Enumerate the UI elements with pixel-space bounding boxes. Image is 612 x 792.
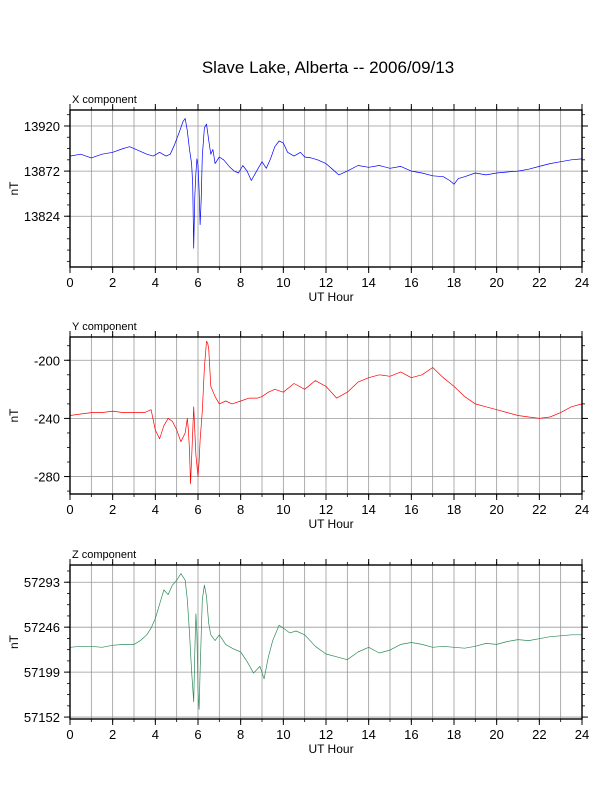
- x-component-xtick-label: 10: [276, 275, 290, 290]
- y-component-ylabel: nT: [7, 408, 21, 423]
- y-component-xtick-label: 2: [109, 502, 116, 517]
- z-component-ytick-label: 57199: [24, 665, 60, 680]
- z-component-ytick-label: 57152: [24, 710, 60, 725]
- y-component-series-line: [69, 341, 583, 485]
- x-component-xtick-label: 22: [532, 275, 546, 290]
- y-component-xlabel: UT Hour: [308, 517, 353, 531]
- y-component-ytick-label: -280: [34, 470, 60, 485]
- z-component-xtick-label: 10: [276, 727, 290, 742]
- x-component-ylabel: nT: [7, 181, 21, 196]
- x-component-xtick-label: 4: [152, 275, 159, 290]
- z-component-series-line: [69, 573, 582, 710]
- z-component-frame: [69, 564, 583, 720]
- z-component-xtick-label: 6: [194, 727, 201, 742]
- y-component-xtick-label: 10: [276, 502, 290, 517]
- y-component-xtick-label: 12: [319, 502, 333, 517]
- x-component-xtick-label: 12: [319, 275, 333, 290]
- z-component-xtick-label: 2: [109, 727, 116, 742]
- z-component-title: Z component: [72, 549, 136, 561]
- x-component-frame: [69, 109, 583, 268]
- page-title: Slave Lake, Alberta -- 2006/09/13: [201, 58, 455, 77]
- x-component-xtick-label: 16: [404, 275, 418, 290]
- x-component-xtick-label: 0: [66, 275, 73, 290]
- x-component-series-line: [69, 118, 583, 249]
- x-component-xtick-label: 6: [194, 275, 201, 290]
- x-component-xtick-label: 20: [489, 275, 503, 290]
- y-component-xtick-label: 18: [447, 502, 461, 517]
- z-component-xtick-label: 18: [447, 727, 461, 742]
- z-component-ytick-label: 57246: [24, 620, 60, 635]
- z-component-xtick-label: 22: [532, 727, 546, 742]
- z-component-ytick-label: 57293: [24, 575, 60, 590]
- y-component-xtick-label: 4: [152, 502, 159, 517]
- x-component-xtick-label: 24: [575, 275, 589, 290]
- z-component-xlabel: UT Hour: [308, 742, 353, 756]
- x-component-xlabel: UT Hour: [308, 290, 353, 304]
- z-component-xtick-label: 20: [489, 727, 503, 742]
- x-component-xtick-label: 8: [237, 275, 244, 290]
- x-component-xtick-label: 2: [109, 275, 116, 290]
- x-component-ytick-label: 13824: [24, 209, 60, 224]
- y-component-title: Y component: [72, 321, 137, 333]
- y-component-xtick-label: 8: [237, 502, 244, 517]
- y-component-ytick-label: -200: [34, 353, 60, 368]
- y-component-xtick-label: 14: [361, 502, 375, 517]
- y-component-xtick-label: 22: [532, 502, 546, 517]
- y-component-xtick-label: 0: [66, 502, 73, 517]
- x-component-ytick-label: 13872: [24, 164, 60, 179]
- x-component-xtick-label: 14: [361, 275, 375, 290]
- y-component-frame: [69, 336, 583, 495]
- z-component-xtick-label: 8: [237, 727, 244, 742]
- z-component-xtick-label: 0: [66, 727, 73, 742]
- y-component-ytick-label: -240: [34, 411, 60, 426]
- z-component-xtick-label: 16: [404, 727, 418, 742]
- x-component-ytick-label: 13920: [24, 119, 60, 134]
- z-component-xtick-label: 14: [361, 727, 375, 742]
- z-component-xtick-label: 12: [319, 727, 333, 742]
- z-component-xtick-label: 4: [152, 727, 159, 742]
- y-component-xtick-label: 16: [404, 502, 418, 517]
- x-component-xtick-label: 18: [447, 275, 461, 290]
- z-component-xtick-label: 24: [575, 727, 589, 742]
- y-component-xtick-label: 6: [194, 502, 201, 517]
- y-component-xtick-label: 24: [575, 502, 589, 517]
- z-component-ylabel: nT: [7, 634, 21, 649]
- x-component-title: X component: [72, 94, 137, 106]
- y-component-xtick-label: 20: [489, 502, 503, 517]
